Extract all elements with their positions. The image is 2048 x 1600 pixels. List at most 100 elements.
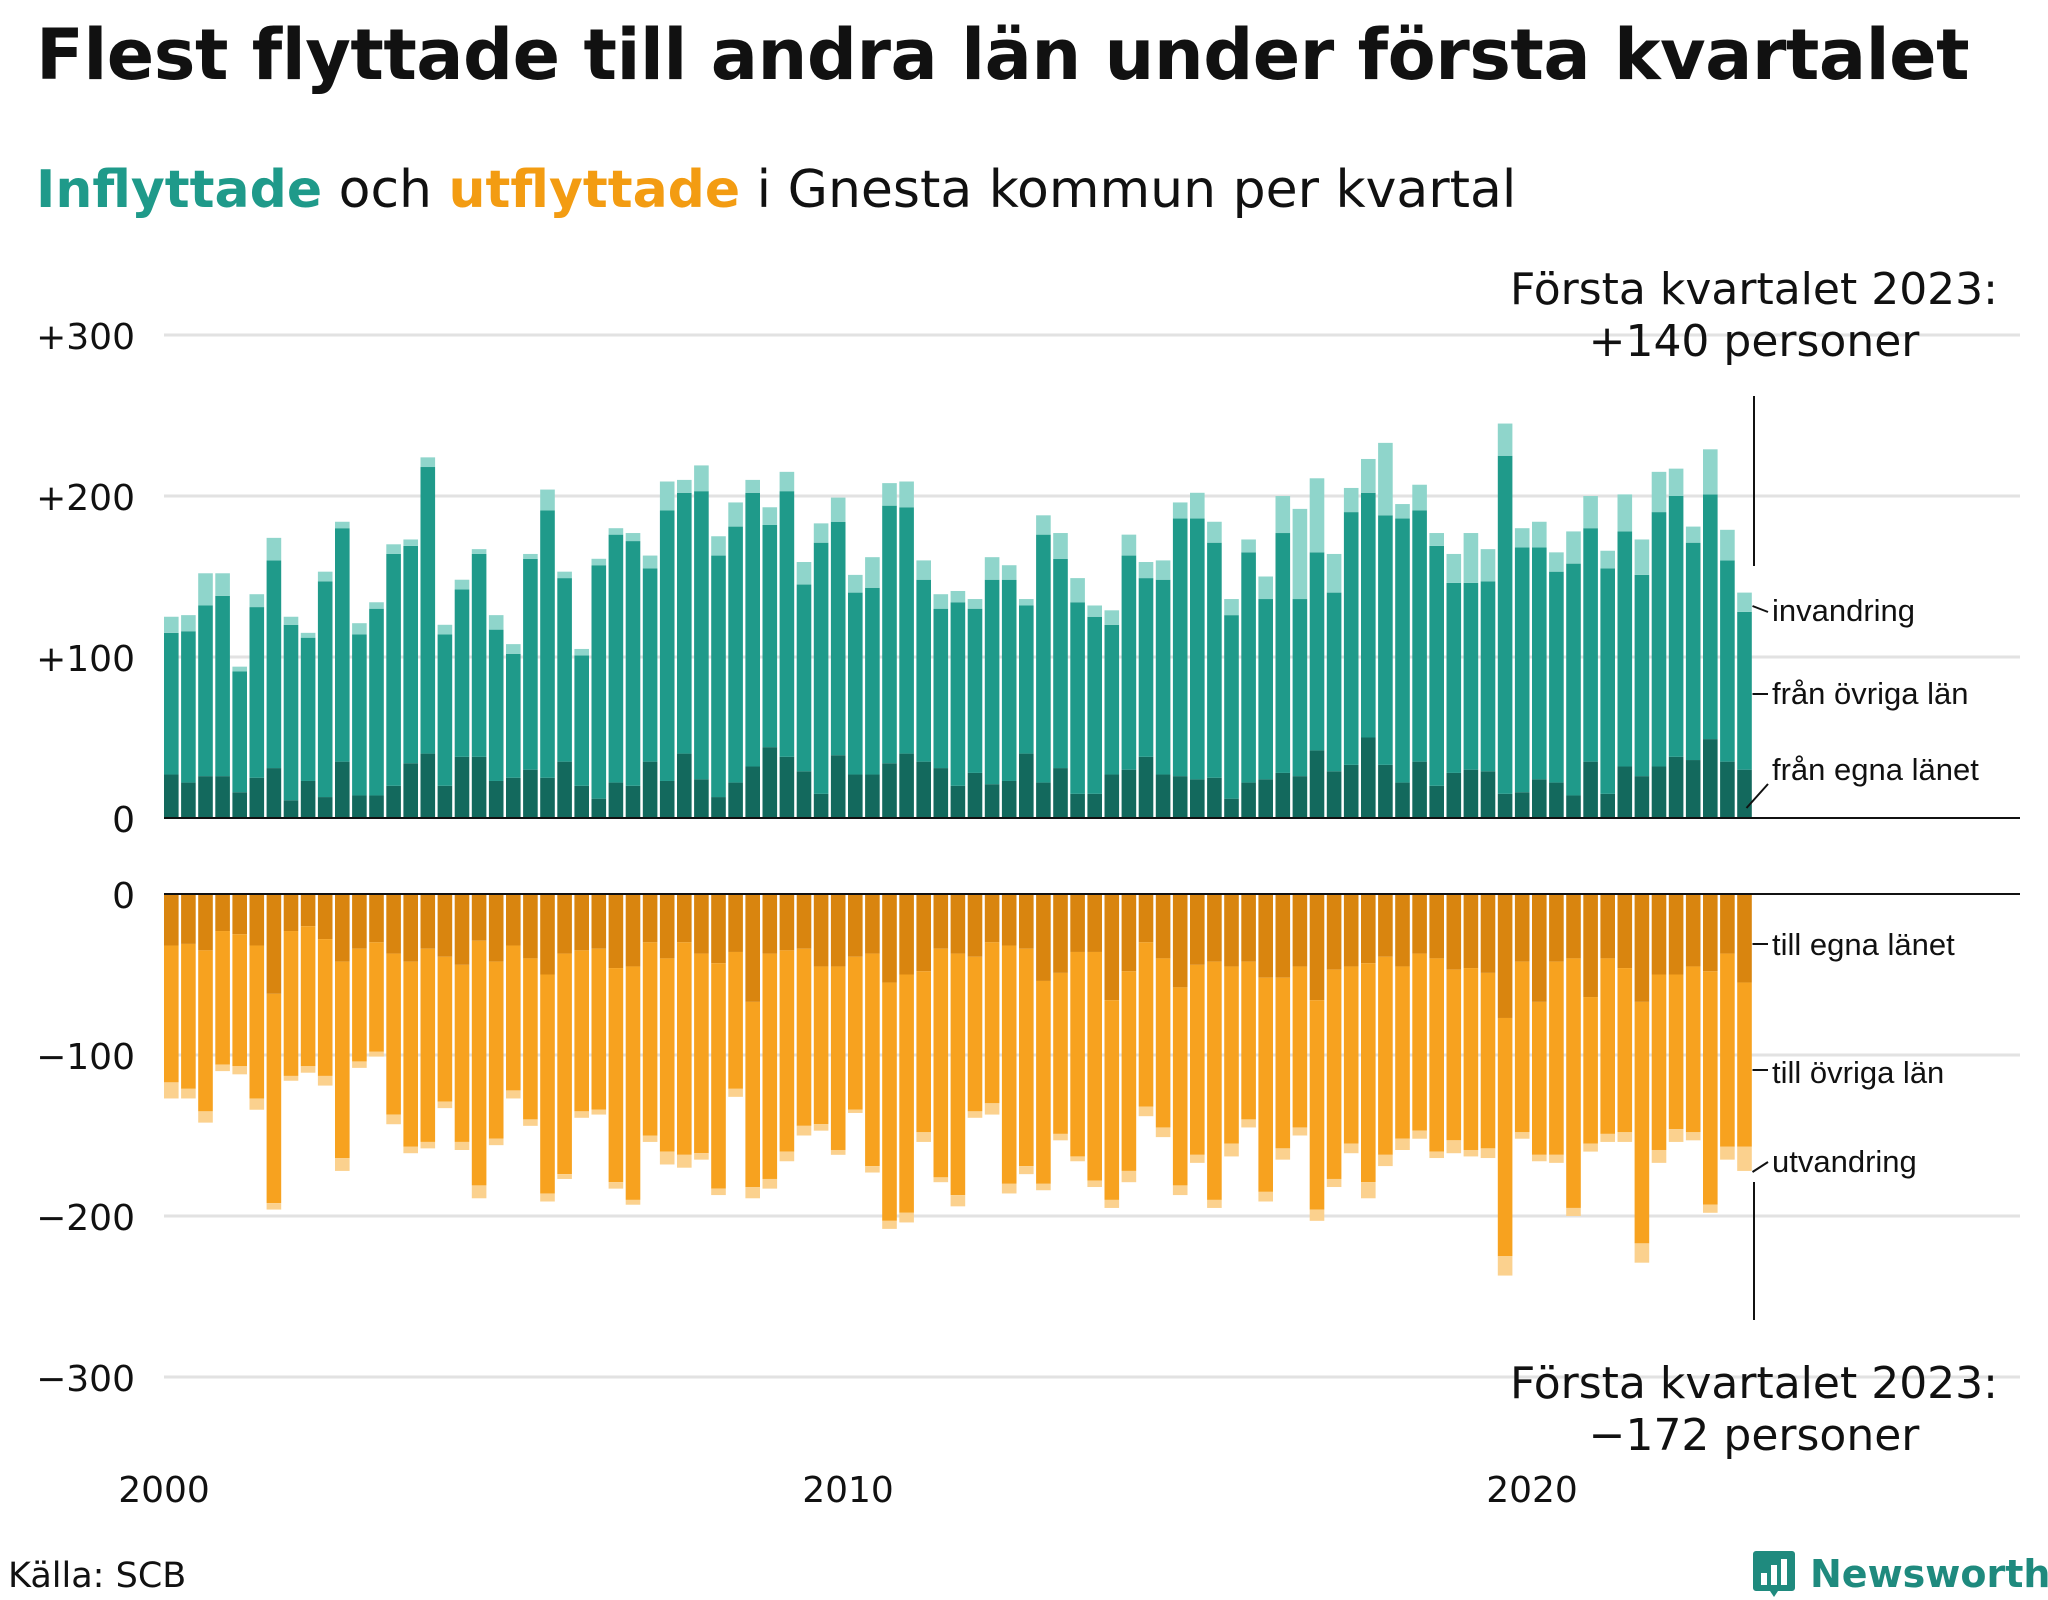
annotation-bottom-line1: Första kvartalet 2023:: [1510, 1358, 1998, 1409]
bar-bottom-2: [608, 1182, 624, 1189]
bar-bottom-1: [1207, 961, 1222, 1200]
bar-top-0: [762, 747, 778, 818]
bar-bottom-2: [1001, 1183, 1017, 1194]
bar-bottom-0: [1241, 894, 1256, 962]
bar-bottom-1: [300, 926, 316, 1067]
bar-top-0: [369, 795, 384, 818]
bar-top-0: [352, 795, 367, 818]
bar-bottom-1: [1121, 971, 1137, 1171]
bar-bottom-1: [608, 968, 624, 1183]
bar-top-0: [1429, 785, 1444, 818]
bar-top-2: [335, 521, 350, 529]
bar-top-0: [1720, 761, 1735, 818]
bar-bottom-0: [796, 894, 812, 949]
bar-bottom-0: [181, 894, 196, 944]
bar-bottom-1: [1497, 1017, 1513, 1257]
bar-bottom-0: [454, 894, 470, 965]
bar-bottom-0: [1207, 894, 1222, 962]
bar-top-0: [300, 780, 316, 818]
bar-bottom-2: [1651, 1149, 1667, 1163]
bar-bottom-2: [625, 1199, 641, 1205]
bar-bottom-0: [1104, 894, 1120, 1001]
bar-bottom-1: [779, 950, 795, 1152]
source-note: Källa: SCB: [8, 1556, 187, 1596]
bar-top-1: [1463, 582, 1479, 770]
bar-bottom-0: [574, 894, 589, 951]
bar-bottom-1: [1001, 945, 1017, 1184]
bar-top-2: [1343, 487, 1359, 513]
newsworthy-logo-icon: [1753, 1551, 1795, 1597]
bar-bottom-1: [1549, 961, 1564, 1155]
subtitle-inflyttade: Inflyttade: [36, 160, 323, 220]
bar-top-1: [625, 541, 641, 786]
bar-bottom-2: [454, 1141, 470, 1150]
bar-top-2: [1446, 553, 1462, 583]
bar-top-2: [454, 579, 470, 590]
bar-bottom-0: [1600, 894, 1615, 959]
bar-bottom-2: [1429, 1151, 1444, 1159]
bar-bottom-0: [1019, 894, 1034, 949]
bar-bottom-1: [198, 950, 213, 1112]
bar-bottom-0: [1634, 894, 1650, 1002]
bar-bottom-1: [813, 966, 829, 1125]
bar-top-1: [1685, 542, 1701, 761]
bar-top-0: [557, 761, 572, 818]
bar-bottom-1: [1343, 966, 1359, 1144]
leader-invandring: [1752, 605, 1769, 613]
bar-top-1: [523, 558, 538, 770]
bar-top-1: [1497, 455, 1513, 794]
bar-top-0: [1532, 779, 1547, 818]
x-tick-label: 2000: [118, 1470, 210, 1511]
bar-top-2: [728, 502, 743, 527]
bar-bottom-1: [1600, 958, 1615, 1134]
bar-top-2: [779, 471, 795, 492]
bar-bottom-2: [557, 1174, 572, 1179]
bar-bottom-1: [625, 966, 641, 1200]
bar-top-1: [506, 653, 521, 778]
bar-bottom-0: [352, 894, 367, 949]
bar-bottom-0: [1514, 894, 1530, 962]
bar-top-0: [266, 768, 282, 818]
bar-bottom-0: [1685, 894, 1701, 967]
bar-bottom-1: [1514, 961, 1530, 1133]
bar-bottom-2: [1446, 1140, 1462, 1154]
bar-top-1: [1104, 624, 1120, 775]
bar-top-0: [1309, 750, 1325, 818]
bar-bottom-1: [557, 953, 572, 1175]
bar-top-1: [335, 528, 350, 762]
bar-bottom-2: [1190, 1154, 1205, 1163]
bar-top-0: [1480, 771, 1496, 818]
x-tick-label: 2010: [802, 1470, 894, 1511]
bar-top-2: [1566, 531, 1581, 564]
leader-utvandring: [1751, 1161, 1769, 1173]
bar-top-0: [882, 763, 897, 818]
bar-top-1: [1566, 563, 1581, 796]
bar-bottom-2: [181, 1088, 196, 1099]
bar-top-2: [557, 571, 572, 579]
bar-bottom-2: [1241, 1119, 1256, 1128]
bar-top-1: [1651, 512, 1667, 767]
bar-bottom-0: [1070, 894, 1085, 952]
bar-bottom-1: [181, 943, 196, 1089]
bar-bottom-2: [865, 1166, 880, 1173]
bar-top-0: [1361, 737, 1376, 818]
bar-top-2: [1104, 610, 1120, 625]
bar-bottom-1: [1617, 968, 1633, 1133]
bar-top-0: [283, 800, 299, 818]
bar-top-0: [728, 782, 743, 818]
bar-top-1: [488, 629, 504, 781]
subtitle-och: och: [322, 160, 449, 220]
bar-bottom-2: [1207, 1199, 1222, 1208]
bar-top-0: [1395, 782, 1410, 818]
bar-bottom-0: [608, 894, 624, 969]
bar-top-1: [317, 581, 333, 798]
bar-top-0: [506, 777, 521, 818]
annotation-top-line2: +140 personer: [1589, 316, 1921, 367]
bar-top-2: [1703, 449, 1718, 495]
bar-bottom-1: [352, 948, 367, 1062]
bar-bottom-0: [1583, 894, 1598, 998]
bar-bottom-1: [677, 942, 692, 1155]
bar-top-1: [642, 568, 658, 762]
bar-top-2: [711, 536, 726, 556]
bar-top-2: [1514, 528, 1530, 548]
